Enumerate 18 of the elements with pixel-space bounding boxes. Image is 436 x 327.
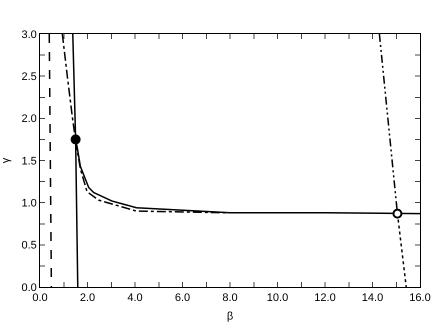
x-axis-title: β: [226, 310, 234, 322]
y-tick-label: 0.0: [22, 282, 37, 294]
x-tick-label: 12.0: [314, 292, 336, 304]
y-tick-label: 2.0: [22, 113, 37, 126]
y-tick-label: 2.5: [22, 71, 37, 84]
x-tick-label: 10.0: [266, 292, 288, 304]
y-tick-label: 1.5: [22, 155, 37, 168]
y-tick-label: 3.0: [22, 28, 37, 41]
y-axis-title: γ: [0, 157, 12, 164]
x-tick-label: 14.0: [362, 292, 384, 304]
x-tick-label: 0.0: [32, 292, 48, 304]
y-tick-label: 0.5: [22, 240, 37, 252]
y-tick-label: 1.0: [22, 198, 37, 210]
x-tick-label: 4.0: [127, 292, 143, 304]
x-tick-label: 6.0: [174, 292, 190, 304]
x-tick-label: 16.0: [409, 292, 431, 304]
x-tick-label: 2.0: [80, 292, 96, 304]
x-tick-label: 8.0: [222, 292, 238, 304]
